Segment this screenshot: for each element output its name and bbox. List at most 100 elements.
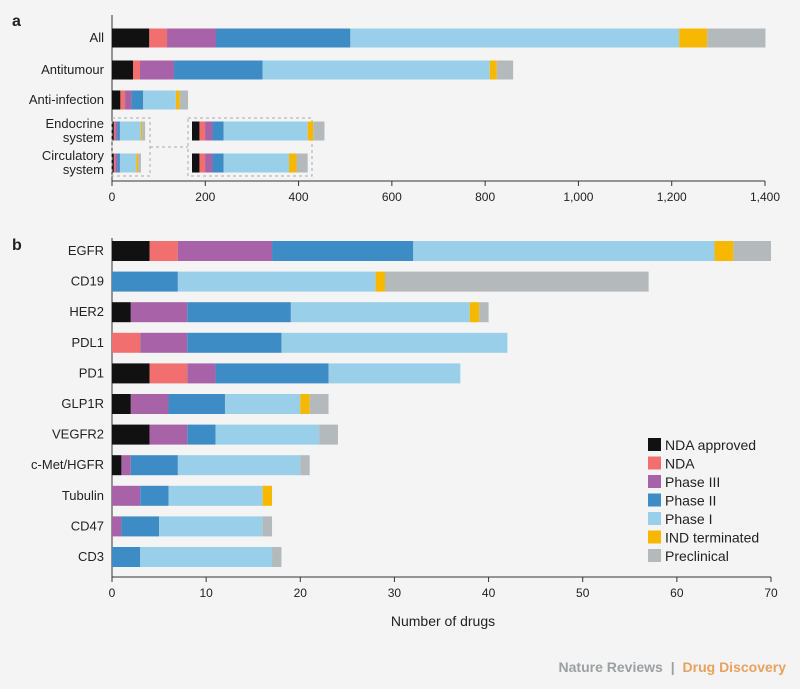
inset-bar-circulatory-system-phase-i	[223, 153, 290, 173]
legend-swatch-preclinical	[648, 549, 661, 562]
bar-cd19-ind-terminated	[375, 271, 386, 292]
x-tick-label: 0	[109, 586, 116, 600]
bar-vegfr2-phase-ii	[187, 424, 216, 445]
bar-endocrine-system-phase-iii	[115, 121, 118, 141]
bar-endocrine-system-phase-ii	[117, 121, 120, 141]
bar-egfr-phase-iii	[177, 241, 273, 261]
bar-anti-infection-phase-ii	[131, 90, 144, 110]
legend-label-phase-ii: Phase II	[665, 493, 716, 509]
bar-glp1r-phase-i	[224, 394, 301, 414]
bar-antitumour-phase-i	[262, 60, 490, 80]
bar-endocrine-system-nda	[113, 121, 116, 141]
category-label-antitumour: Antitumour	[41, 62, 105, 77]
category-label-cd3: CD3	[78, 549, 104, 564]
bar-cd19-preclinical	[385, 271, 649, 292]
bar-pd1-nda	[149, 363, 188, 384]
inset-bar-endocrine-system-phase-ii	[212, 121, 224, 141]
x-tick-label: 800	[475, 190, 495, 204]
x-tick-label: 10	[199, 586, 213, 600]
bar-pdl1-nda	[112, 332, 141, 353]
inset-bar-endocrine-system-phase-iii	[205, 121, 213, 141]
legend-label-nda: NDA	[665, 456, 695, 472]
x-tick-label: 600	[382, 190, 402, 204]
bar-her2-nda-approved	[112, 302, 131, 323]
bar-pd1-phase-ii	[215, 363, 329, 384]
bar-pd1-phase-i	[328, 363, 461, 384]
legend-swatch-nda-approved	[648, 438, 661, 451]
panel-b-chart: 0 10 20 30 40 50 60 70 EGFR CD19 HER2 PDL1 PD1 GLP1R V…	[31, 238, 778, 600]
bar-circulatory-system-phase-iii	[115, 153, 118, 173]
inset-bar-circulatory-system-phase-ii	[212, 153, 224, 173]
category-label-pdl1: PDL1	[71, 335, 104, 350]
bar-tubulin-phase-i	[168, 485, 263, 506]
x-tick-label: 60	[670, 586, 684, 600]
category-label-glp1r: GLP1R	[61, 396, 104, 411]
bar-vegfr2-preclinical	[319, 424, 338, 445]
category-label-pd1: PD1	[79, 365, 104, 380]
bar-all-phase-i	[350, 28, 680, 48]
bar-pdl1-phase-iii	[140, 332, 188, 353]
category-label-all: All	[90, 30, 105, 45]
x-tick-label: 70	[764, 586, 778, 600]
bar-c-met-hgfr-phase-i	[177, 455, 301, 476]
bar-egfr-phase-ii	[272, 241, 414, 261]
bar-circulatory-system-phase-i	[119, 153, 137, 173]
bar-all-phase-ii	[216, 28, 351, 48]
category-label-cd19: CD19	[71, 274, 104, 289]
bar-circulatory-system-ind-terminated	[136, 153, 139, 173]
legend-swatch-phase-iii	[648, 475, 661, 488]
bar-cd19-phase-i	[177, 271, 376, 292]
bar-cd47-phase-ii	[121, 516, 160, 537]
category-label-circulatory-system: Circulatory system	[42, 148, 105, 177]
x-tick-label: 400	[289, 190, 309, 204]
legend: NDA approved NDA Phase III Phase II Phase I I…	[648, 437, 759, 564]
bar-pd1-nda-approved	[112, 363, 150, 384]
bar-antitumour-nda	[132, 60, 140, 80]
x-tick-label: 1,400	[750, 190, 780, 204]
bar-anti-infection-nda-approved	[112, 90, 121, 110]
legend-swatch-phase-i	[648, 512, 661, 525]
bar-endocrine-system-phase-i	[119, 121, 141, 141]
legend-label-preclinical: Preclinical	[665, 548, 729, 564]
legend-swatch-nda	[648, 456, 661, 470]
bar-all-preclinical	[707, 28, 766, 48]
inset-bar-circulatory-system-ind-terminated	[289, 153, 297, 173]
bar-c-met-hgfr-phase-iii	[121, 455, 131, 476]
bar-endocrine-system-nda-approved	[112, 121, 114, 141]
x-tick-label: 0	[109, 190, 116, 204]
bar-endocrine-system-preclinical	[142, 121, 146, 141]
bar-vegfr2-phase-i	[215, 424, 320, 445]
bar-her2-phase-ii	[187, 302, 291, 323]
bar-pd1-phase-iii	[187, 363, 216, 384]
credit-journal: Drug Discovery	[683, 659, 787, 675]
inset-bar-circulatory-system-preclinical	[296, 153, 308, 173]
bar-cd3-phase-ii	[112, 547, 141, 567]
bar-circulatory-system-nda-approved	[112, 153, 114, 173]
inset-bar-endocrine-system-ind-terminated	[307, 121, 314, 141]
bar-vegfr2-nda-approved	[112, 424, 150, 445]
inset-bar-circulatory-system-nda-approved	[192, 153, 200, 173]
bar-pdl1-phase-i	[281, 332, 508, 353]
bar-cd19-phase-ii	[112, 271, 178, 292]
category-label-egfr: EGFR	[68, 243, 104, 258]
panel-a-label: a	[12, 13, 21, 30]
inset-bar-endocrine-system-phase-i	[223, 121, 308, 141]
bar-egfr-nda	[149, 241, 178, 261]
credit-separator: |	[671, 659, 675, 675]
legend-label-nda-approved: NDA approved	[665, 437, 756, 453]
bar-anti-infection-ind-terminated	[175, 90, 180, 110]
bar-c-met-hgfr-phase-ii	[130, 455, 178, 476]
bar-cd3-phase-i	[140, 547, 273, 567]
category-label-endocrine-system: Endocrine system	[45, 116, 104, 145]
bar-cd3-preclinical	[272, 547, 282, 567]
credit-line: Nature Reviews | Drug Discovery	[559, 659, 787, 675]
x-tick-label: 30	[388, 586, 402, 600]
inset-bar-endocrine-system-preclinical	[313, 121, 325, 141]
svg-text:Nature Reviews | D: Nature Reviews | Drug Discovery	[559, 659, 787, 675]
bar-antitumour-phase-iii	[139, 60, 175, 80]
bar-her2-phase-iii	[130, 302, 188, 323]
x-tick-label: 40	[482, 586, 496, 600]
x-tick-label: 1,000	[563, 190, 593, 204]
legend-label-ind-terminated: IND terminated	[665, 530, 759, 546]
